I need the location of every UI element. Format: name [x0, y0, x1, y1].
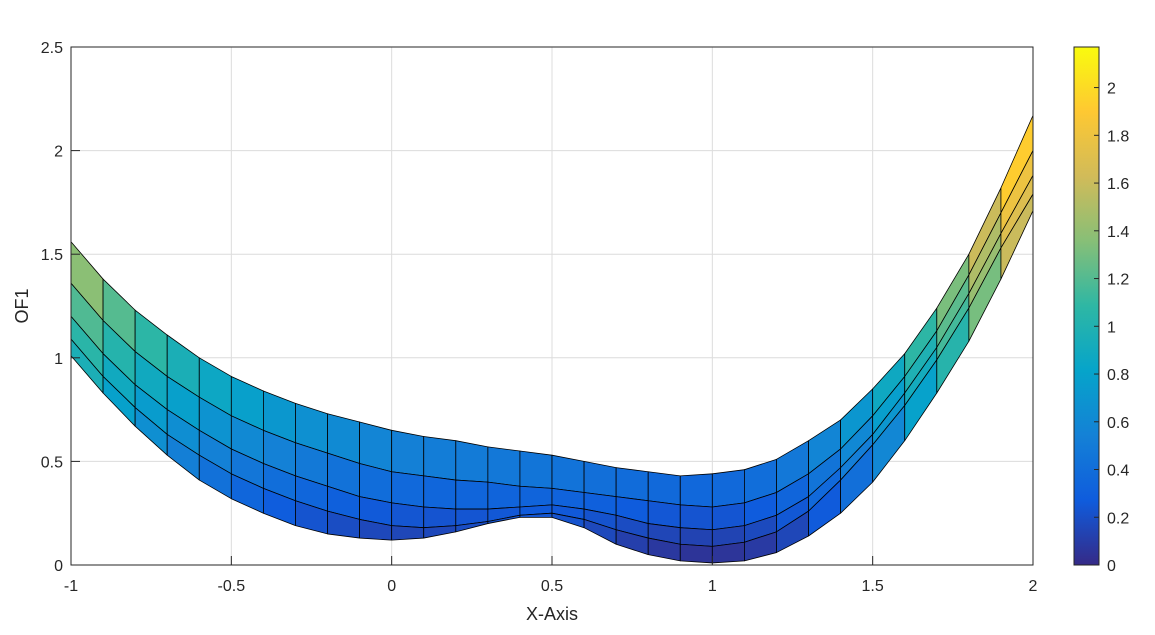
- surface-patch: [391, 502, 425, 529]
- x-tick-label: 1: [708, 578, 717, 595]
- surface-patch: [423, 436, 457, 481]
- colorbar-tick-label: 0.8: [1107, 367, 1129, 384]
- surface-patch: [391, 429, 425, 477]
- surface-patch: [423, 475, 457, 510]
- colorbar-tick-label: 0.2: [1107, 510, 1129, 527]
- surface-patch: [679, 504, 713, 531]
- surface-patch: [519, 485, 553, 508]
- colorbar: 0 0.2 0.4 0.6 0.8 1 1.2 1.4 1.6 1.8 2: [1073, 46, 1129, 575]
- colorbar-tick-label: 1: [1107, 319, 1116, 336]
- colorbar-tick-label: 0.6: [1107, 415, 1129, 432]
- y-tick-label: 1.5: [41, 247, 63, 264]
- surface-patch: [711, 502, 745, 531]
- colorbar-tick-labels: 0 0.2 0.4 0.6 0.8 1 1.2 1.4 1.6 1.8 2: [1094, 81, 1129, 575]
- y-tick-label: 2: [54, 144, 63, 161]
- colorbar-tick-label: 0.4: [1107, 463, 1129, 480]
- surface-patch: [647, 471, 681, 506]
- colorbar-tick-label: 1.4: [1107, 224, 1129, 241]
- surface-patches: [70, 114, 1034, 564]
- y-tick-label: 0: [54, 558, 63, 575]
- colorbar-tick-label: 1.8: [1107, 128, 1129, 145]
- surface-patch: [455, 440, 489, 483]
- surface-patch: [551, 454, 585, 493]
- y-tick-label: 0.5: [41, 454, 63, 471]
- y-tick-labels: 0 0.5 1 1.5 2 2.5: [41, 40, 63, 575]
- surface-patch: [583, 460, 617, 498]
- surface-patch: [487, 481, 521, 510]
- y-tick-label: 2.5: [41, 40, 63, 57]
- x-tick-label: 2: [1029, 578, 1038, 595]
- colorbar-tick-label: 0: [1107, 558, 1116, 575]
- surface-patch: [423, 506, 457, 529]
- surface-patch: [615, 467, 649, 502]
- surface-patch: [455, 479, 489, 510]
- colorbar-tick-label: 2: [1107, 81, 1116, 98]
- surface-patch: [391, 525, 425, 541]
- x-tick-label: 0.5: [541, 578, 563, 595]
- surface-patch: [487, 446, 521, 487]
- x-axis-label: X-Axis: [526, 604, 578, 624]
- surface-patch: [711, 469, 745, 508]
- surface-patch: [679, 543, 713, 564]
- surface-patch: [391, 471, 425, 508]
- x-tick-label: -0.5: [218, 578, 246, 595]
- surface-patch: [679, 527, 713, 547]
- x-tick-label: 1.5: [862, 578, 884, 595]
- y-axis-label: OF1: [12, 288, 32, 323]
- axes-box: [70, 46, 1034, 566]
- surface-patch: [647, 500, 681, 529]
- x-tick-label: -1: [64, 578, 78, 595]
- colorbar-tick-label: 1.2: [1107, 272, 1129, 289]
- x-tick-labels: -1 -0.5 0 0.5 1 1.5 2: [64, 578, 1038, 595]
- colorbar-tick-label: 1.6: [1107, 176, 1129, 193]
- surface-patch: [519, 450, 553, 489]
- surface-patch: [679, 473, 713, 508]
- x-tick-label: 0: [387, 578, 396, 595]
- colorbar-gradient: [1073, 46, 1100, 566]
- y-tick-label: 1: [54, 351, 63, 368]
